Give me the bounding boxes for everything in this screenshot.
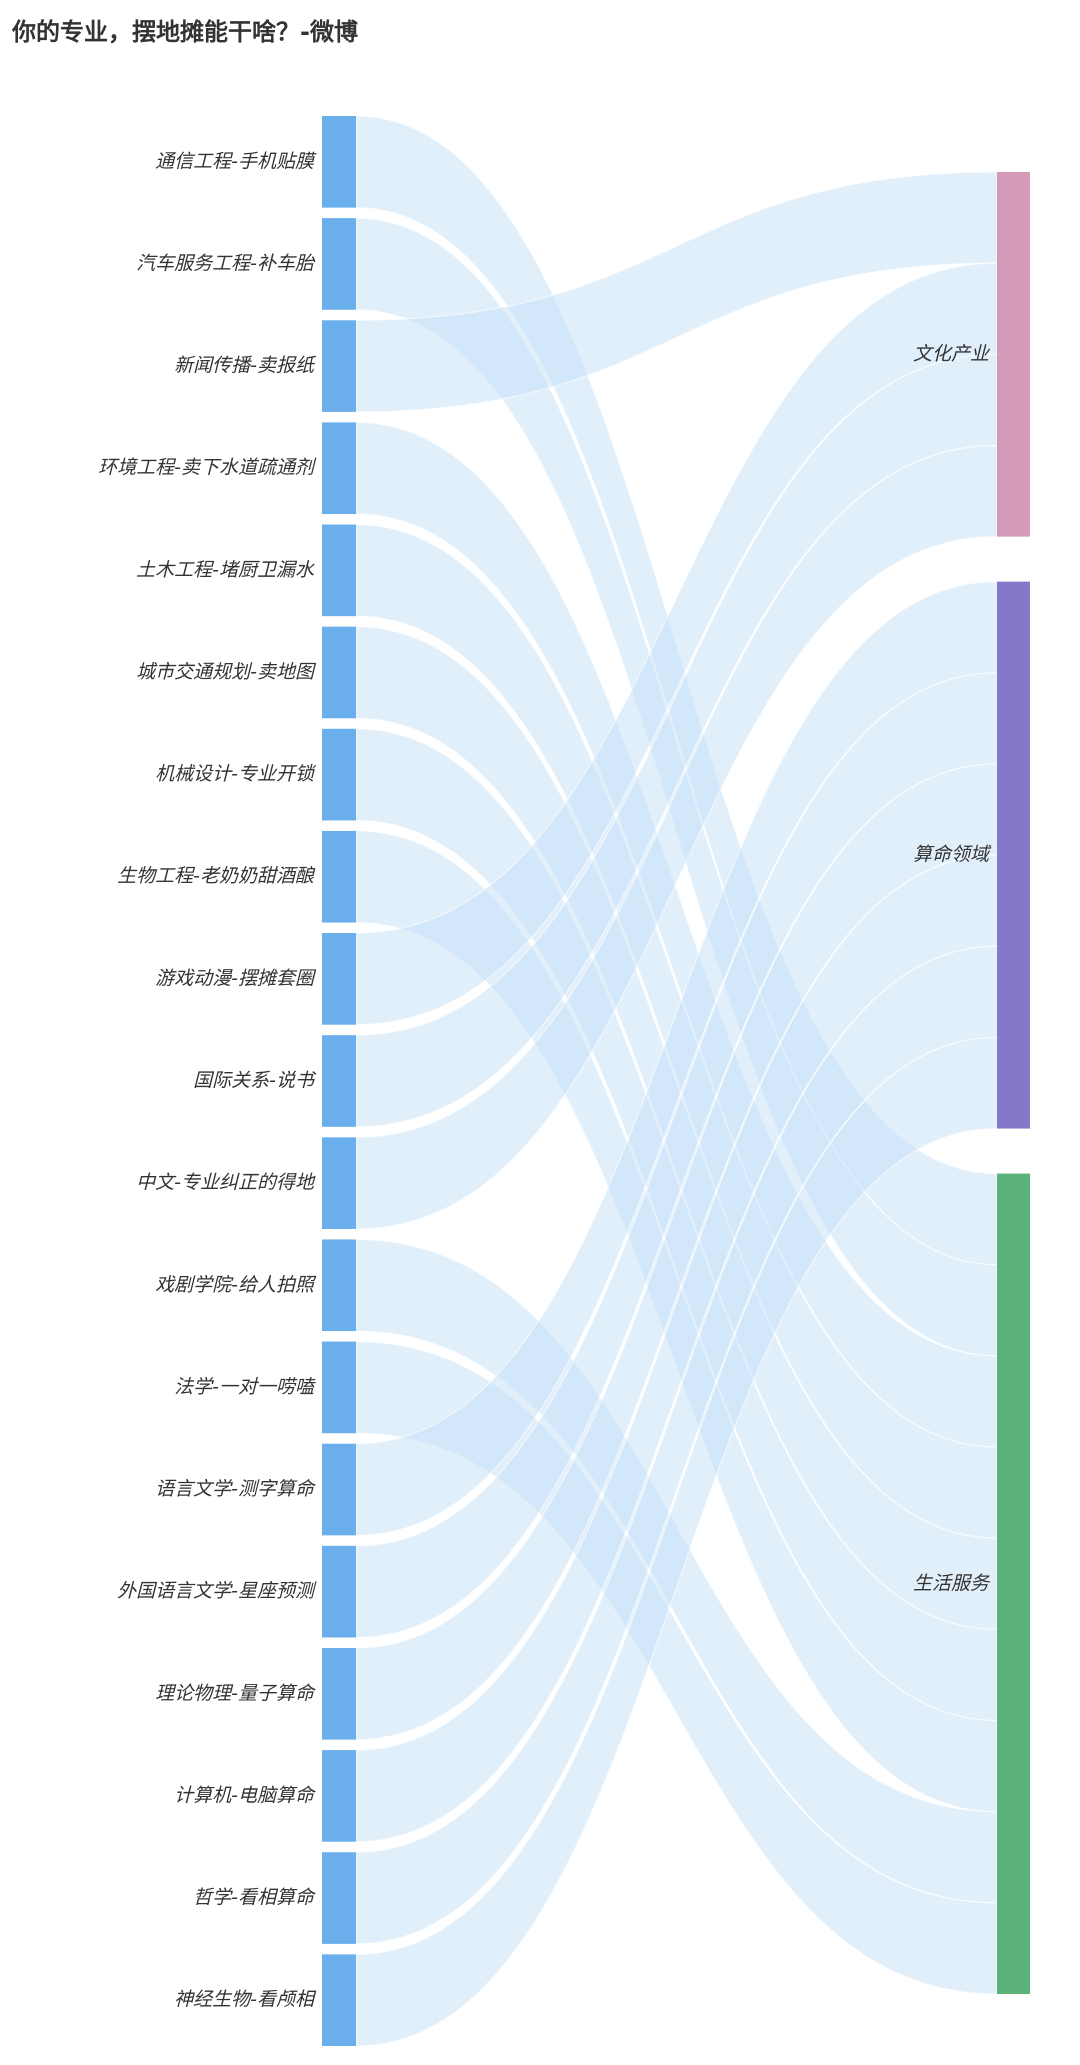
source-node-label: 戏剧学院-给人拍照 [155,1274,317,1296]
source-node[interactable] [322,1035,356,1127]
sankey-link [355,1036,998,2047]
source-node[interactable] [322,1443,356,1536]
source-node-label: 机械设计-专业开锁 [155,763,317,785]
source-node[interactable] [322,1750,356,1842]
source-node-label: 外国语言文学-星座预测 [117,1580,317,1602]
source-node[interactable] [322,116,356,208]
source-node[interactable] [322,1239,356,1332]
source-node[interactable] [322,1341,356,1434]
source-node-label: 土木工程-堵厨卫漏水 [136,559,315,581]
source-node-label: 神经生物-看颅相 [174,1989,317,2011]
source-node-label: 通信工程-手机贴膜 [155,150,317,172]
labels-layer: 通信工程-手机贴膜汽车服务工程-补车胎新闻传播-卖报纸环境工程-卖下水道疏通剂土… [98,150,992,2010]
source-node[interactable] [322,1954,356,2046]
sankey-link [355,444,998,1230]
source-node[interactable] [322,1545,356,1638]
source-node-label: 中文-专业纠正的得地 [136,1172,316,1194]
source-node[interactable] [322,422,356,515]
source-node[interactable] [322,1852,356,1944]
source-node-label: 理论物理-量子算命 [155,1682,316,1704]
target-node-label: 文化产业 [913,343,991,365]
source-node[interactable] [322,830,356,923]
target-node-label: 生活服务 [913,1572,991,1594]
source-node[interactable] [322,728,356,821]
source-node-label: 哲学-看相算命 [193,1887,316,1909]
source-node-label: 国际关系-说书 [193,1070,317,1092]
source-node-label: 计算机-电脑算命 [174,1784,316,1806]
source-node-label: 法学-一对一唠嗑 [174,1376,316,1398]
source-node-label: 游戏动漫-摆摊套圈 [155,967,317,989]
target-node-label: 算命领域 [913,844,992,866]
target-node[interactable] [997,1173,1030,1994]
source-node[interactable] [322,218,356,310]
source-node[interactable] [322,1647,356,1740]
target-node[interactable] [997,172,1030,537]
links-layer [355,115,998,2047]
target-node[interactable] [997,581,1030,1129]
page-title: 你的专业，摆地摊能干啥？-微博 [12,18,358,46]
source-node[interactable] [322,933,356,1025]
source-node[interactable] [322,524,356,617]
nodes-layer [322,116,1030,2046]
source-node-label: 语言文学-测字算命 [155,1478,316,1500]
source-node[interactable] [322,626,356,719]
source-node[interactable] [322,1137,356,1229]
source-node-label: 环境工程-卖下水道疏通剂 [98,457,317,479]
source-node-label: 汽车服务工程-补车胎 [136,252,316,274]
source-node-label: 新闻传播-卖报纸 [174,355,317,377]
source-node-label: 城市交通规划-卖地图 [136,661,317,683]
source-node-label: 生物工程-老奶奶甜酒酿 [117,865,316,887]
source-node[interactable] [322,320,356,412]
